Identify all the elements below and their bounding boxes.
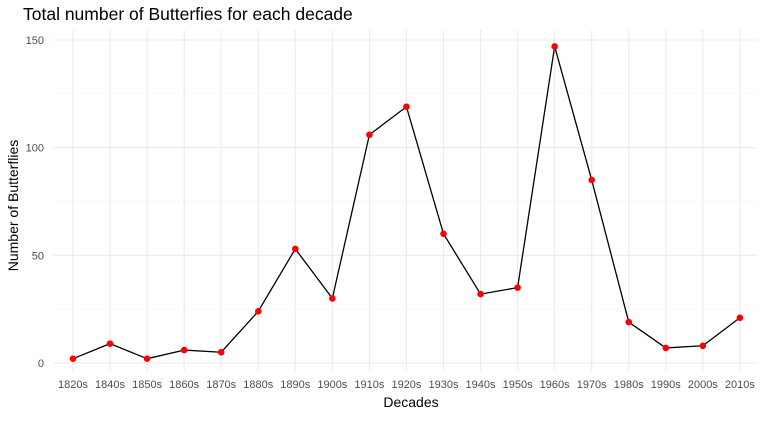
x-tick-label: 1890s <box>280 379 310 391</box>
chart-title: Total number of Butterfies for each deca… <box>23 4 353 24</box>
data-point <box>514 284 521 291</box>
data-point <box>551 43 558 50</box>
x-tick-label: 1860s <box>169 379 199 391</box>
data-point <box>106 340 114 347</box>
x-tick-label: 1990s <box>651 379 681 391</box>
y-tick-label: 150 <box>26 35 44 47</box>
y-axis-title: Number of Butterflies <box>5 140 21 272</box>
x-tick-label: 1940s <box>466 379 496 391</box>
x-tick-label: 1980s <box>614 379 644 391</box>
x-tick-label: 2010s <box>725 379 755 391</box>
y-tick-label: 100 <box>26 143 44 155</box>
y-tick-label: 0 <box>38 358 44 370</box>
data-point <box>254 308 262 315</box>
x-tick-label: 1850s <box>132 379 162 391</box>
x-tick-label: 1950s <box>503 379 533 391</box>
x-tick-label: 1920s <box>391 379 421 391</box>
data-point <box>366 131 373 139</box>
x-tick-label: 1820s <box>58 379 88 391</box>
x-tick-label: 1900s <box>317 379 347 391</box>
x-tick-label: 1910s <box>354 379 384 391</box>
data-point <box>736 314 744 322</box>
x-tick-label: 1960s <box>540 379 570 391</box>
data-point <box>625 318 633 326</box>
data-point <box>180 346 188 354</box>
data-point <box>217 348 225 356</box>
data-point <box>699 342 707 350</box>
data-point <box>143 355 151 362</box>
x-tick-label: 1870s <box>206 379 236 391</box>
x-tick-label: 2000s <box>688 379 718 391</box>
data-point <box>329 295 336 302</box>
data-point <box>440 230 447 238</box>
x-tick-label: 1880s <box>243 379 273 391</box>
data-point <box>662 344 670 352</box>
x-tick-label: 1930s <box>429 379 459 391</box>
data-point <box>588 176 595 184</box>
x-tick-label: 1970s <box>577 379 607 391</box>
data-point <box>292 245 299 253</box>
data-point <box>403 103 410 111</box>
y-tick-label: 50 <box>32 250 44 262</box>
data-point <box>69 355 77 362</box>
x-tick-label: 1840s <box>95 379 125 391</box>
data-point <box>477 290 484 298</box>
x-axis-title: Decades <box>383 394 438 410</box>
